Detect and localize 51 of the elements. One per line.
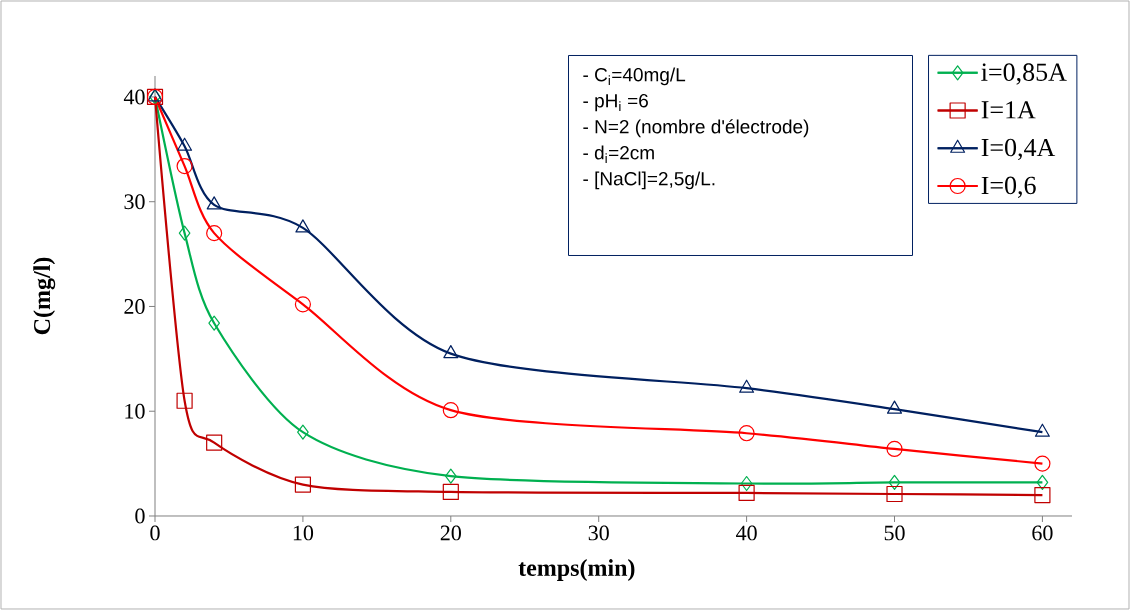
legend-label: I=1A (981, 101, 1036, 119)
point (739, 379, 755, 393)
point (297, 424, 309, 440)
annotation: - [NaCl]=2,5g/L. (583, 171, 715, 190)
y-axis-title: C(mg/l) (33, 257, 56, 335)
annotation: - d$_{i}$=2cm (583, 145, 654, 163)
point (294, 296, 312, 313)
y-tick-label: 20 (124, 299, 145, 314)
x-tick-label: 50 (884, 525, 905, 541)
legend-label: i=0,85A (981, 63, 1067, 85)
point (740, 475, 753, 492)
legend-label: I=0,4A (981, 138, 1056, 161)
y-tick-label: 30 (124, 194, 145, 210)
x-tick-label: 30 (588, 525, 609, 541)
legend-label: I=0,6 (981, 176, 1036, 198)
point (888, 474, 901, 491)
y-tick-label: 10 (125, 403, 145, 419)
point (178, 225, 191, 241)
point (206, 434, 223, 451)
point (206, 225, 223, 242)
point (886, 485, 903, 503)
point (444, 468, 457, 484)
annotation: - N=2 (nombre d'électrode) (583, 119, 809, 138)
x-tick-label: 10 (293, 525, 314, 541)
point (1036, 474, 1049, 491)
x-tick-label: 40 (736, 525, 757, 541)
annotation: - pH$_{i}$ =6 (583, 93, 648, 112)
x-tick-label: 60 (1032, 525, 1053, 541)
point (886, 440, 903, 458)
x-axis-title: temps(min) (518, 559, 635, 581)
point (442, 402, 459, 419)
point (1034, 423, 1050, 437)
point (295, 219, 311, 233)
point (294, 476, 312, 493)
point (1034, 486, 1051, 504)
y-tick-label: 0 (135, 508, 145, 524)
point (738, 425, 755, 442)
point (177, 137, 193, 151)
point (208, 315, 221, 331)
point (176, 392, 193, 409)
point (1034, 455, 1051, 472)
annotation: - C$_{i}$=40mg/L (583, 67, 686, 86)
point (738, 484, 755, 502)
x-tick-label: 20 (440, 525, 461, 541)
point (886, 400, 903, 414)
x-tick-label: 0 (150, 525, 160, 541)
point (206, 196, 222, 210)
point (443, 345, 459, 359)
y-tick-label: 40 (123, 89, 145, 105)
point (442, 483, 459, 500)
point (176, 157, 193, 175)
